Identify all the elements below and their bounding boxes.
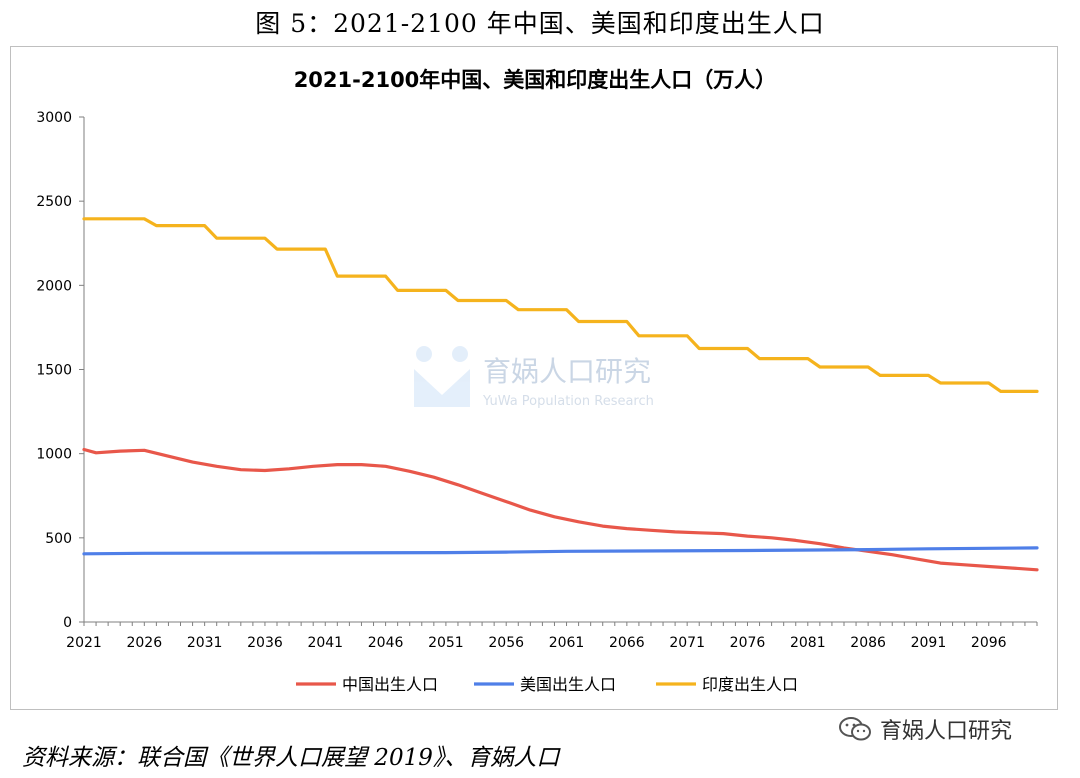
series-layer: [82, 217, 1039, 572]
y-tick-label: 500: [45, 531, 72, 547]
chart-frame: 育娲人口研究 YuWa Population Research 2021-210…: [10, 46, 1058, 710]
x-tick-label: 2096: [971, 635, 1007, 651]
x-tick-label: 2086: [850, 635, 886, 651]
x-tick-label: 2046: [368, 635, 404, 651]
x-tick-label: 2081: [790, 635, 826, 651]
watermark-subtitle: YuWa Population Research: [482, 394, 654, 409]
watermark-name: 育娲人口研究: [483, 355, 651, 388]
x-tick-label: 2021: [66, 635, 102, 651]
x-tick-label: 2051: [428, 635, 464, 651]
series-line-1: [82, 546, 1039, 556]
x-tick-label: 2066: [609, 635, 645, 651]
x-tick-label: 2036: [247, 635, 283, 651]
x-tick-label: 2026: [126, 635, 162, 651]
wechat-icon: [839, 717, 871, 741]
legend-label-2: 印度出生人口: [702, 675, 798, 694]
x-tick-label: 2071: [669, 635, 705, 651]
wechat-account-tag: 育娲人口研究: [838, 712, 1012, 746]
y-tick-label: 2000: [36, 278, 72, 294]
wechat-account-name: 育娲人口研究: [880, 719, 1013, 744]
axes: 0 500 1000 1500 2000 2500 3000 2021 2026 2031 2036…: [36, 110, 1038, 651]
y-tick-label: 0: [63, 615, 72, 631]
x-tick-label: 2061: [549, 635, 585, 651]
x-tick-label: 2091: [911, 635, 947, 651]
x-tick-label: 2041: [307, 635, 343, 651]
legend-label-1: 美国出生人口: [520, 675, 616, 694]
watermark-logo-icon: [414, 346, 470, 407]
x-tick-label: 2031: [187, 635, 223, 651]
y-tick-label: 1000: [36, 447, 72, 463]
series-line-2: [82, 217, 1039, 393]
y-tick-label: 1500: [36, 363, 72, 379]
legend-label-0: 中国出生人口: [342, 675, 438, 694]
x-tick-label: 2076: [730, 635, 766, 651]
y-tick-label: 3000: [36, 110, 72, 126]
chart-title: 2021-2100年中国、美国和印度出生人口（万人）: [294, 68, 777, 92]
source-note: 资料来源：联合国《世界人口展望 2019》、育娲人口: [22, 745, 560, 771]
series-line-0: [82, 447, 1039, 572]
y-tick-label: 2500: [36, 194, 72, 210]
line-chart: 育娲人口研究 YuWa Population Research 2021-210…: [36, 68, 1039, 694]
x-tick-label: 2056: [488, 635, 524, 651]
legend: 中国出生人口 美国出生人口 印度出生人口: [296, 675, 798, 694]
figure-title: 图 5：2021-2100 年中国、美国和印度出生人口: [255, 9, 825, 38]
